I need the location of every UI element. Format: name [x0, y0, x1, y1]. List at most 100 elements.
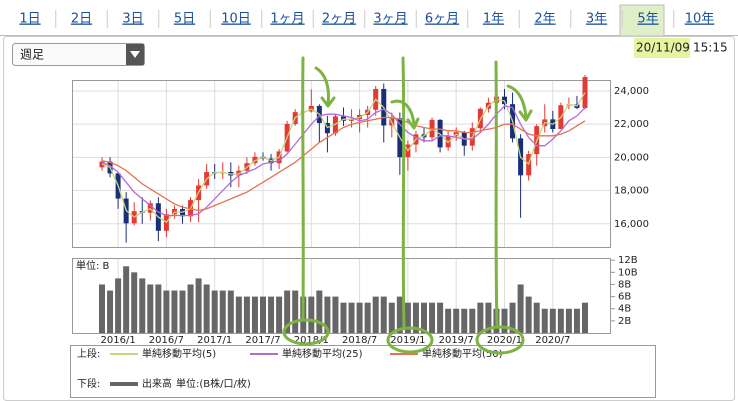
volume-bar	[268, 296, 275, 333]
volume-bar	[372, 296, 379, 333]
volume-bar	[541, 308, 548, 333]
volume-bar	[115, 278, 122, 333]
volume-bar	[404, 302, 411, 333]
ma-line	[101, 92, 586, 223]
annotation-line	[401, 56, 406, 328]
annotation-circle	[475, 325, 525, 355]
legend-lower-label: 下段:	[77, 377, 100, 390]
tab[interactable]: 2ヶ月	[322, 12, 356, 27]
ma-line	[101, 116, 586, 212]
legend-label: 単位:(B株/口/枚)	[176, 377, 251, 390]
tab-bar	[0, 0, 738, 36]
volume-bar	[139, 278, 146, 333]
volume-bar	[461, 308, 468, 333]
volume-bar	[99, 284, 105, 333]
dropdown[interactable]	[12, 43, 145, 66]
annotation-circle	[386, 326, 434, 354]
annotation-circle	[282, 318, 330, 346]
volume-bar	[421, 302, 427, 333]
volume-bar	[525, 296, 532, 333]
volume-bar	[203, 284, 210, 333]
volume-bar	[195, 278, 202, 333]
tab[interactable]: 2年	[534, 12, 555, 27]
volume-bar	[429, 302, 436, 333]
volume-bar	[437, 302, 444, 333]
time: 15:15	[693, 41, 728, 55]
volume-bar	[235, 296, 242, 333]
volume-bar	[292, 290, 299, 333]
volume-bar	[163, 290, 170, 333]
volume-bar	[477, 302, 484, 333]
volume-bar	[219, 290, 226, 333]
volume-bar	[251, 296, 258, 333]
volume-bar	[364, 302, 371, 333]
volume-bar	[557, 308, 564, 333]
volume-tick-label: 10B	[618, 267, 638, 278]
candle-body	[349, 119, 355, 121]
candle-body	[236, 170, 242, 176]
volume-bar	[211, 290, 218, 333]
volume-tick-label: 8B	[618, 279, 631, 290]
volume-bar	[308, 296, 315, 333]
volume-tick-label: 12B	[618, 255, 638, 266]
tab[interactable]: 10日	[221, 12, 251, 27]
annotation-arrow	[314, 66, 336, 108]
volume-bar	[453, 308, 460, 333]
volume-unit: 単位: B	[76, 259, 110, 272]
y-tick-label: 16,000	[614, 219, 649, 230]
tab[interactable]: 3年	[586, 12, 607, 27]
x-tick-label: 2019/1	[390, 335, 425, 346]
volume-bar	[549, 308, 556, 333]
annotation-line	[494, 60, 499, 328]
volume-bar	[332, 296, 339, 333]
tab[interactable]: 3ヶ月	[373, 12, 407, 27]
ma-line	[101, 105, 586, 217]
volume-bar	[284, 290, 291, 333]
volume-bar	[412, 302, 419, 333]
volume-bar	[276, 296, 283, 333]
tab[interactable]: 1年	[483, 12, 504, 27]
x-tick-label: 2017/7	[245, 335, 280, 346]
tab[interactable]: 5年	[637, 12, 658, 27]
volume-bar	[123, 266, 130, 333]
volume-bar	[582, 302, 588, 333]
x-tick-label: 2016/1	[101, 335, 136, 346]
y-tick-label: 18,000	[614, 186, 649, 197]
volume-bar	[565, 308, 572, 333]
tab[interactable]: 5日	[174, 12, 195, 27]
date-highlight	[634, 38, 690, 58]
volume-bar	[388, 302, 395, 333]
x-tick-label: 2018/1	[294, 335, 329, 346]
volume-bar	[517, 284, 524, 333]
tab[interactable]: 1ヶ月	[270, 12, 304, 27]
dropdown-label: 週足	[20, 48, 44, 62]
annotation-arrow	[506, 84, 533, 122]
x-tick-label: 2016/7	[149, 335, 184, 346]
x-tick-label: 2018/7	[342, 335, 377, 346]
tab[interactable]: 6ヶ月	[425, 12, 459, 27]
annotations	[282, 56, 533, 355]
legend-label: 単純移動平均(5)	[142, 347, 216, 360]
volume-tick-label: 2B	[618, 316, 631, 327]
tab[interactable]: 1日	[19, 12, 40, 27]
tab[interactable]: 10年	[685, 12, 715, 27]
tab[interactable]: 3日	[122, 12, 143, 27]
x-tick-label: 2019/7	[439, 335, 474, 346]
candle-body	[147, 203, 153, 213]
volume-bar	[573, 308, 580, 333]
y-tick-label: 20,000	[614, 152, 649, 163]
volume-bar	[469, 308, 476, 333]
volume-bar	[260, 296, 266, 333]
volume-bar	[340, 302, 347, 333]
candle-body	[582, 77, 588, 108]
volume-bar	[356, 302, 363, 333]
volume-bar	[155, 284, 162, 333]
date: 20/11/09	[636, 41, 690, 55]
volume-tick-label: 6B	[618, 292, 631, 303]
tab[interactable]: 2日	[71, 12, 92, 27]
annotation-line	[301, 56, 305, 320]
volume-bar	[227, 290, 234, 333]
volume-bar	[485, 302, 492, 333]
volume-bar	[179, 290, 186, 333]
